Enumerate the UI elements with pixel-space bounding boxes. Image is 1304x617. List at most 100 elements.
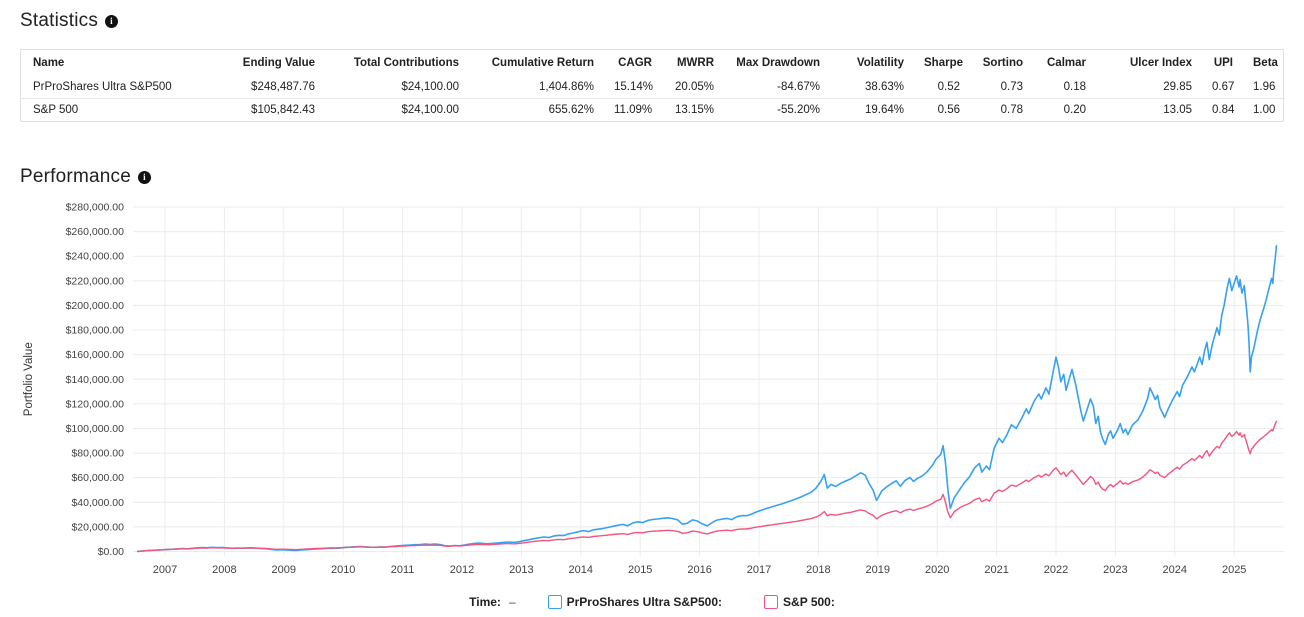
table-cell: 19.64% — [864, 104, 904, 116]
y-axis-tick-label: $100,000.00 — [66, 423, 125, 435]
chart-legend: Time: – PrProShares Ultra S&P500: S&P 500… — [20, 595, 1284, 609]
column-header: Cumulative Return — [491, 57, 594, 69]
table-body: PrProShares Ultra S&P500 $248,487.76 $24,1… — [21, 76, 1285, 121]
table-row: S&P 500 $105,842.43 $24,100.00 655.62% 11.09… — [21, 99, 1285, 122]
statistics-title-text: Statistics — [20, 10, 99, 31]
y-axis-title: Portfolio Value — [23, 342, 35, 416]
x-axis-tick-label: 2010 — [331, 564, 355, 576]
table-cell: -84.67% — [777, 81, 820, 93]
table-cell: 0.67 — [1212, 81, 1235, 93]
table-cell: 13.05 — [1163, 104, 1192, 116]
x-axis-tick-label: 2019 — [866, 564, 890, 576]
legend-items: PrProShares Ultra S&P500: S&P 500: — [547, 595, 835, 609]
table-cell: 1.00 — [1253, 104, 1276, 116]
x-axis-tick-label: 2016 — [687, 564, 711, 576]
series-line-sp500 — [136, 420, 1278, 553]
table-cell: $24,100.00 — [401, 81, 459, 93]
x-axis-tick-label: 2025 — [1222, 564, 1246, 576]
legend-item[interactable]: PrProShares Ultra S&P500: — [547, 595, 723, 609]
x-axis-tick-label: 2007 — [153, 564, 177, 576]
column-header: Sharpe — [924, 57, 963, 69]
table-cell: 655.62% — [548, 104, 594, 116]
column-header: Total Contributions — [353, 57, 459, 69]
legend-item-label: S&P 500: — [783, 595, 835, 609]
table-cell: 13.15% — [674, 104, 714, 116]
table-cell: 0.73 — [1000, 81, 1023, 93]
y-axis-tick-label: $20,000.00 — [71, 521, 124, 533]
table-cell: 0.18 — [1063, 81, 1086, 93]
proshares-series-swatch-icon — [547, 595, 562, 609]
column-header: Name — [33, 57, 65, 69]
legend-time-label: Time: — [469, 595, 501, 609]
y-axis-tick-label: $240,000.00 — [66, 251, 125, 263]
legend-time-value: – — [508, 595, 516, 609]
column-header: Calmar — [1047, 57, 1086, 69]
performance-title-text: Performance — [20, 166, 131, 187]
statistics-title: Statistics i — [20, 10, 1284, 32]
y-axis-tick-label: $280,000.00 — [66, 202, 125, 214]
statistics-table-container: Name Ending Value Total Contributions Cumul… — [20, 49, 1285, 122]
column-header: CAGR — [618, 57, 652, 69]
y-axis-tick-label: $180,000.00 — [66, 325, 125, 337]
x-axis-tick-label: 2021 — [984, 564, 1008, 576]
column-header: Max Drawdown — [736, 57, 820, 69]
x-axis-tick-label: 2009 — [272, 564, 296, 576]
x-axis-tick-label: 2008 — [212, 564, 236, 576]
y-axis-tick-label: $160,000.00 — [66, 349, 125, 361]
table-cell: 0.52 — [937, 81, 960, 93]
info-icon[interactable]: i — [105, 14, 119, 28]
table-cell: 11.09% — [614, 104, 653, 116]
statistics-section: Statistics i Name Ending Value Total Contr… — [20, 10, 1285, 122]
table-cell: 0.78 — [1000, 104, 1023, 116]
x-axis-tick-label: 2022 — [1044, 564, 1068, 576]
x-axis-tick-label: 2017 — [747, 564, 771, 576]
statistics-table: Name Ending Value Total Contributions Cumul… — [21, 50, 1285, 121]
legend-item-label: PrProShares Ultra S&P500: — [566, 595, 723, 609]
column-header: Beta — [1253, 57, 1278, 69]
table-cell: 15.14% — [614, 81, 654, 93]
performance-section: Performance i $0.00 $20,000.00 $40,000.00 $… — [20, 166, 1295, 609]
y-axis-tick-label: $200,000.00 — [66, 300, 125, 312]
x-axis-tick-label: 2011 — [391, 564, 415, 576]
x-axis-tick-label: 2023 — [1103, 564, 1127, 576]
series-line-proshares-ultra — [136, 244, 1278, 553]
y-axis-tick-label: $120,000.00 — [66, 398, 125, 410]
table-cell: 0.56 — [937, 104, 960, 116]
table-cell: $24,100.00 — [401, 104, 459, 116]
x-axis-tick-label: 2013 — [509, 564, 533, 576]
table-cell: 29.85 — [1163, 81, 1192, 93]
row-name-cell: S&P 500 — [33, 104, 79, 116]
table-cell: 1.96 — [1253, 81, 1276, 93]
performance-chart-container: $0.00 $20,000.00 $40,000.00 $60,000.00 $80,0… — [20, 190, 1295, 609]
column-header: Ulcer Index — [1130, 57, 1192, 69]
row-name-cell: PrProShares Ultra S&P500 — [33, 81, 172, 93]
performance-title: Performance i — [20, 166, 1284, 188]
y-axis-tick-label: $0.00 — [98, 546, 124, 558]
table-cell: 0.84 — [1212, 104, 1235, 116]
table-cell: $105,842.43 — [251, 104, 315, 116]
x-axis-tick-label: 2018 — [806, 564, 830, 576]
y-axis-tick-label: $80,000.00 — [71, 448, 124, 460]
x-axis-tick-label: 2015 — [628, 564, 652, 576]
column-header: Sortino — [982, 57, 1023, 69]
y-axis-tick-label: $60,000.00 — [71, 472, 124, 484]
y-axis-tick-label: $140,000.00 — [66, 374, 125, 386]
table-cell: 0.20 — [1063, 104, 1086, 116]
x-axis-tick-label: 2020 — [925, 564, 949, 576]
sp500-series-swatch-icon — [764, 595, 779, 609]
table-cell: -55.20% — [777, 104, 820, 116]
legend-time: Time: – — [469, 595, 515, 609]
column-header: Volatility — [856, 57, 904, 69]
table-header-row: Name Ending Value Total Contributions Cumul… — [21, 50, 1285, 76]
column-header: Ending Value — [242, 57, 315, 69]
x-axis-tick-label: 2014 — [569, 564, 593, 576]
table-cell: 20.05% — [674, 81, 714, 93]
x-axis-tick-label: 2012 — [450, 564, 474, 576]
column-header: UPI — [1213, 57, 1233, 69]
info-icon[interactable]: i — [137, 170, 151, 184]
column-header: MWRR — [676, 57, 714, 69]
table-row: PrProShares Ultra S&P500 $248,487.76 $24,1… — [21, 76, 1285, 99]
legend-item[interactable]: S&P 500: — [764, 595, 835, 609]
performance-chart[interactable]: $0.00 $20,000.00 $40,000.00 $60,000.00 $80,0… — [20, 190, 1295, 584]
